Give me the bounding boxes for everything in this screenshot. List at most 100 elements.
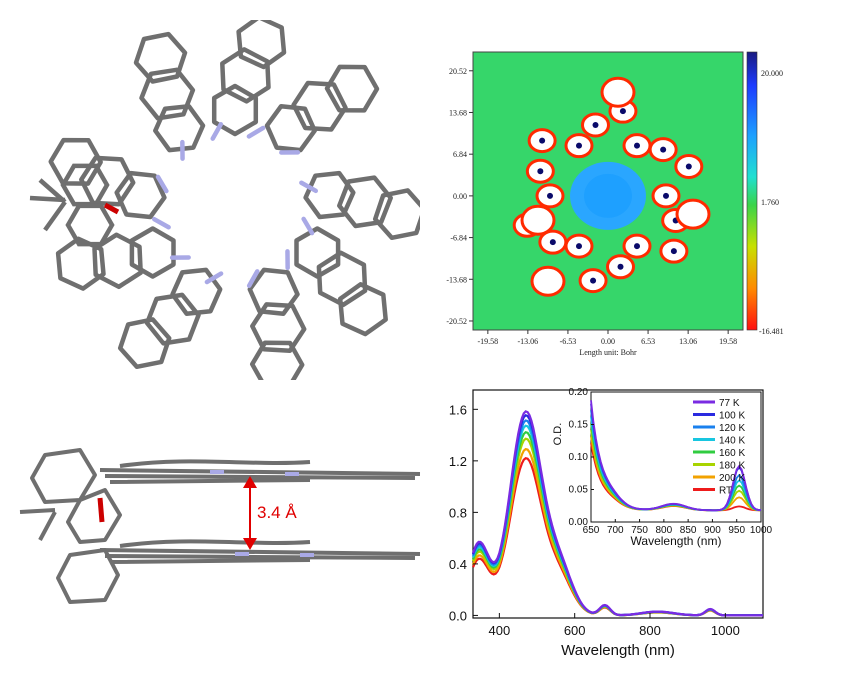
x-tick-label: 0.00 [601,337,615,346]
bond [38,178,67,204]
density-node [617,263,624,270]
y-tick-label: -6.84 [450,234,467,243]
n-bond [151,216,171,230]
y-tick-label: 6.84 [453,150,467,159]
inset-line-77-K [590,400,762,512]
inset-y-tick-label: 0.20 [569,387,589,398]
ring [79,155,136,207]
oxygen-bond [103,202,120,215]
ring [139,67,196,121]
density-node [539,137,546,144]
inset-x-tick-label: 700 [607,525,624,536]
legend-label: 140 K [719,436,745,447]
density-node [549,239,556,246]
y-tick-label: 0.0 [449,608,467,623]
inset-y-tick-label: 0.15 [569,420,589,431]
legend-label: 160 K [719,448,745,459]
x-tick-label: 800 [639,623,661,638]
ring [236,14,287,70]
inset-x-tick-label: 950 [728,525,745,536]
legend-label: RT [719,486,732,497]
density-node [576,243,582,250]
ring [324,64,380,113]
y-tick-label: 20.52 [449,67,467,76]
molecule-top-view [10,14,427,389]
side-nitrogen [210,470,314,557]
density-node [547,192,553,199]
inset-x-axis-label: Wavelength (nm) [631,534,722,548]
x-tick-label: 19.58 [719,337,737,346]
inset-x-tick-label: 900 [704,525,721,536]
inset-x-tick-label: 800 [656,525,673,536]
n-bond [246,269,260,289]
colorbar [746,51,758,331]
density-map-svg: -19.58 -13.06 -6.53 0.00 6.53 13.06 19.58 20.52… [446,51,784,357]
density-node [537,168,544,175]
colorbar-max-label: 20.000 [761,69,783,78]
density-node [685,163,692,170]
molecule-top-drawing [29,14,427,389]
x-axis-label: Wavelength (nm) [561,642,675,659]
absorption-spectrum-svg: 400 600 800 1000 0.0 0.4 0.8 1.2 1.6 Wavelength (… [449,387,773,659]
oxygen-bond [97,497,105,523]
x-tick-label: 6.53 [641,337,655,346]
spectrum-series [471,410,763,617]
density-node [634,142,640,149]
x-tick-label: -13.06 [518,337,539,346]
density-node [576,142,582,149]
legend-label: 100 K [719,411,745,422]
ring [144,292,201,346]
ring [337,175,393,229]
y-tick-label: -20.52 [446,317,467,326]
inset-y-axis-label: O.D. [552,423,564,446]
ring [66,488,122,544]
legend-label: 77 K [719,398,740,409]
inset-chart: 650 700 750 800 850 900 950 1000 0.00 0.05 0.10 0.1… [552,387,773,548]
n-bond [299,180,319,194]
molecule-side-view: 3.4 Å [10,430,430,610]
x-tick-label: -6.53 [560,337,577,346]
n-bond [204,271,224,285]
density-node [670,248,677,255]
ring [220,47,271,104]
plot-frame [472,389,764,619]
ring [30,448,97,504]
density-blob [530,265,566,297]
y-tick-label: 13.68 [449,108,467,117]
density-node [592,121,599,128]
inset-y-tick-label: 0.10 [569,452,589,463]
n-bond [246,125,266,139]
ring [250,302,307,354]
density-blob [600,76,636,108]
inset-x-tick-label: 850 [680,525,697,536]
density-map-chart: -19.58 -13.06 -6.53 0.00 6.53 13.06 19.58 20.52… [425,40,785,370]
inset-x-tick-label: 650 [583,525,600,536]
density-blob [520,204,556,236]
ring [133,31,188,84]
y-tick-label: 0.4 [449,557,467,572]
y-tick-label: 0.8 [449,505,467,520]
inset-y-tick-label: 0.05 [569,485,589,496]
ring [291,80,348,132]
ring [372,188,427,241]
inset-y-tick-label: 0.00 [569,517,589,528]
colorbar-mid-label: 1.760 [761,198,779,207]
ring [56,548,120,604]
x-tick-label: 600 [564,623,586,638]
bond-network [48,14,427,389]
bond [43,200,67,232]
distance-arrow-up [243,476,257,488]
bond [19,508,56,514]
macrocycle-plane [99,548,421,564]
density-node [619,108,626,115]
absorption-spectrum-chart: 400 600 800 1000 0.0 0.4 0.8 1.2 1.6 Wavelength (… [425,380,775,670]
legend-label: 200 K [719,473,745,484]
n-bond [155,174,169,194]
y-tick-label: 1.2 [449,454,467,469]
x-tick-label: 13.06 [679,337,697,346]
density-node [634,243,640,250]
y-tick-label: 0.00 [453,192,467,201]
distance-arrow-down [243,538,257,550]
ring [55,236,106,291]
density-node [663,192,669,199]
